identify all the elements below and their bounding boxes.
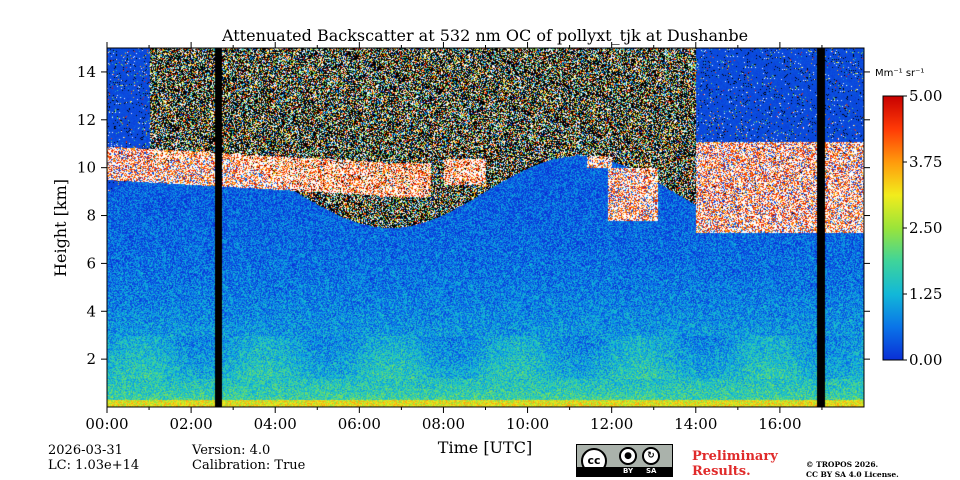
cc-by-label: BY bbox=[623, 467, 634, 475]
x-tick-label: 10:00 bbox=[506, 415, 549, 433]
share-alike-icon: ↻ bbox=[642, 447, 660, 465]
y-tick-label: 14 bbox=[77, 63, 96, 81]
footer-lc: LC: 1.03e+14 bbox=[48, 458, 140, 473]
copyright-line-2: CC BY SA 4.0 License. bbox=[806, 470, 899, 479]
footer-date: 2026-03-31 bbox=[48, 443, 123, 458]
footer-date-lc: 2026-03-31 LC: 1.03e+14 bbox=[48, 443, 139, 473]
footer-version-calibration: Version: 4.0 Calibration: True bbox=[192, 443, 305, 473]
y-tick-label: 6 bbox=[86, 254, 96, 272]
x-tick-label: 02:00 bbox=[169, 415, 212, 433]
backscatter-heatmap bbox=[107, 48, 864, 407]
y-axis: 2 4 6 8 10 12 14 bbox=[77, 63, 870, 368]
x-tick-label: 14:00 bbox=[674, 415, 717, 433]
y-tick-label: 12 bbox=[77, 111, 96, 129]
x-axis: 00:00 02:00 04:00 06:00 08:00 10:00 12:00 14:00… bbox=[85, 42, 823, 433]
colorbar-gradient bbox=[882, 95, 904, 361]
person-icon: ● bbox=[619, 447, 637, 465]
y-tick-label: 4 bbox=[86, 302, 96, 320]
chart-title: Attenuated Backscatter at 532 nm OC of p… bbox=[221, 26, 748, 45]
copyright-note: © TROPOS 2026. CC BY SA 4.0 License. bbox=[806, 460, 899, 480]
copyright-line-1: © TROPOS 2026. bbox=[806, 460, 879, 469]
preliminary-results-note: Preliminary Results. bbox=[692, 449, 778, 479]
y-tick-label: 10 bbox=[77, 159, 96, 177]
footer-calibration: Calibration: True bbox=[192, 458, 306, 473]
x-tick-label: 00:00 bbox=[85, 415, 128, 433]
preliminary-line-2: Results. bbox=[692, 464, 751, 479]
colorbar-tick-label: 5.00 bbox=[909, 87, 942, 105]
x-tick-label: 12:00 bbox=[590, 415, 633, 433]
cc-sa-label: SA bbox=[646, 467, 657, 475]
cc-license-badge: cc ● ↻ BY SA bbox=[576, 444, 673, 477]
x-tick-label: 04:00 bbox=[254, 415, 297, 433]
colorbar: Mm⁻¹ sr⁻¹ 0.00 1.25 2.50 3.75 5.00 bbox=[875, 68, 942, 369]
footer-version: Version: 4.0 bbox=[192, 443, 271, 458]
y-tick-label: 2 bbox=[86, 350, 96, 368]
preliminary-line-1: Preliminary bbox=[692, 449, 778, 464]
y-axis-label: Height [km] bbox=[51, 179, 70, 277]
colorbar-tick-label: 2.50 bbox=[909, 219, 942, 237]
colorbar-unit-label: Mm⁻¹ sr⁻¹ bbox=[875, 68, 924, 79]
plot-area bbox=[106, 47, 865, 408]
x-axis-label: Time [UTC] bbox=[438, 438, 532, 457]
colorbar-tick-label: 1.25 bbox=[909, 285, 942, 303]
x-tick-label: 08:00 bbox=[422, 415, 465, 433]
colorbar-tick-label: 0.00 bbox=[909, 351, 942, 369]
x-tick-label: 06:00 bbox=[338, 415, 381, 433]
x-tick-label: 16:00 bbox=[758, 415, 801, 433]
colorbar-tick-label: 3.75 bbox=[909, 153, 942, 171]
y-tick-label: 8 bbox=[86, 207, 96, 225]
